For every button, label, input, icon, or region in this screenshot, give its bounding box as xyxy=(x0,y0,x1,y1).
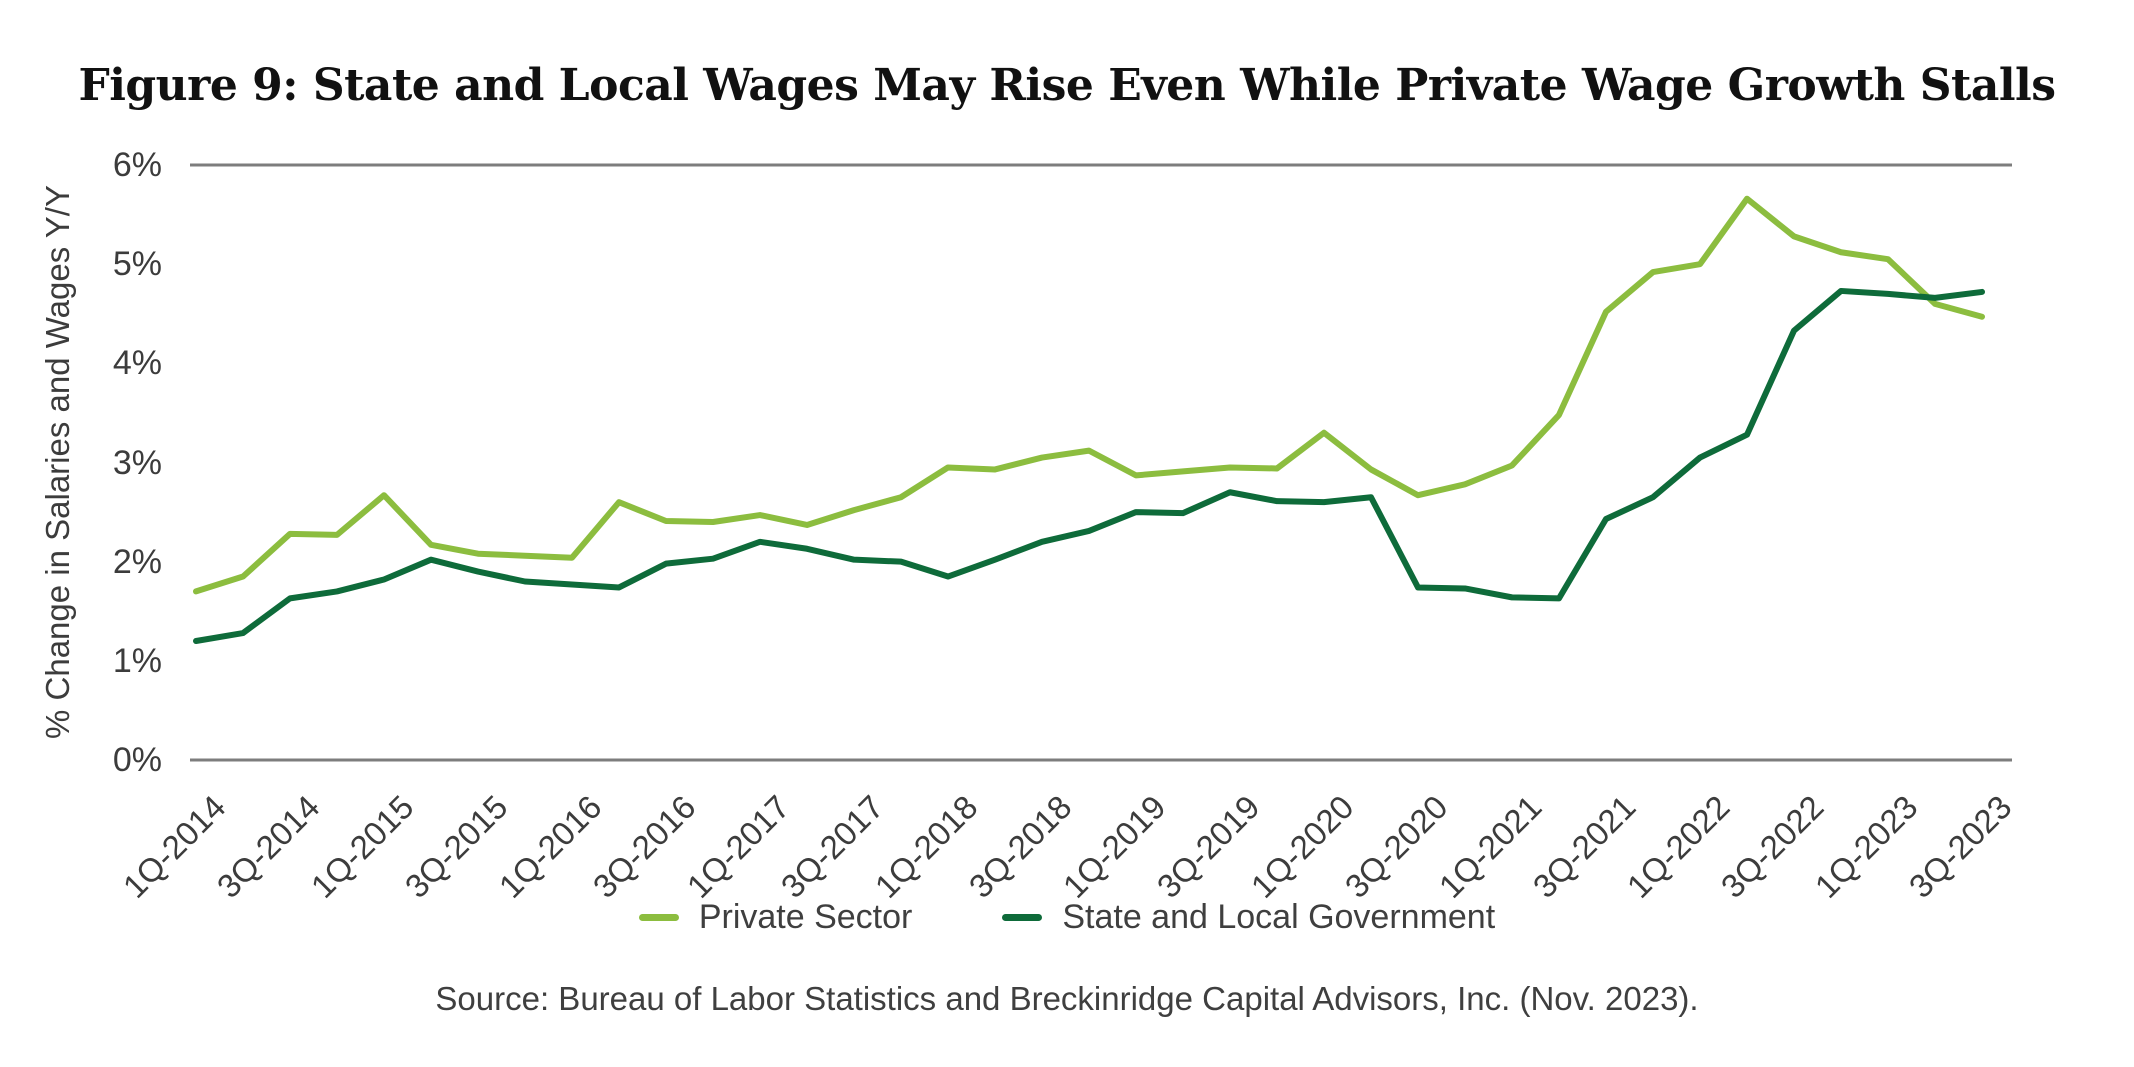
y-tick-label: 6% xyxy=(112,146,162,184)
legend-label: Private Sector xyxy=(698,898,913,936)
y-tick-label: 5% xyxy=(112,245,162,284)
series-line-state-and-local-government xyxy=(193,287,1985,644)
legend-item-state-and-local-government: State and Local Government xyxy=(1002,898,1495,937)
y-tick-label: 4% xyxy=(112,344,162,383)
legend-line-swatch-icon xyxy=(638,914,679,921)
legend-label: State and Local Government xyxy=(1062,898,1496,936)
legend-line-swatch-icon xyxy=(1002,914,1043,921)
y-tick-label: 2% xyxy=(112,542,162,581)
y-tick-label: 1% xyxy=(112,641,162,680)
y-tick-label: 0% xyxy=(112,741,162,779)
series-line-private-sector xyxy=(193,195,1985,595)
source-attribution: Source: Bureau of Labor Statistics and B… xyxy=(435,980,1699,1017)
chart-title: Figure 9: State and Local Wages May Rise… xyxy=(78,60,2056,111)
chart-legend: Private Sector State and Local Government xyxy=(0,898,2134,937)
y-tick-label: 3% xyxy=(112,443,162,482)
legend-item-private-sector: Private Sector xyxy=(638,898,913,937)
